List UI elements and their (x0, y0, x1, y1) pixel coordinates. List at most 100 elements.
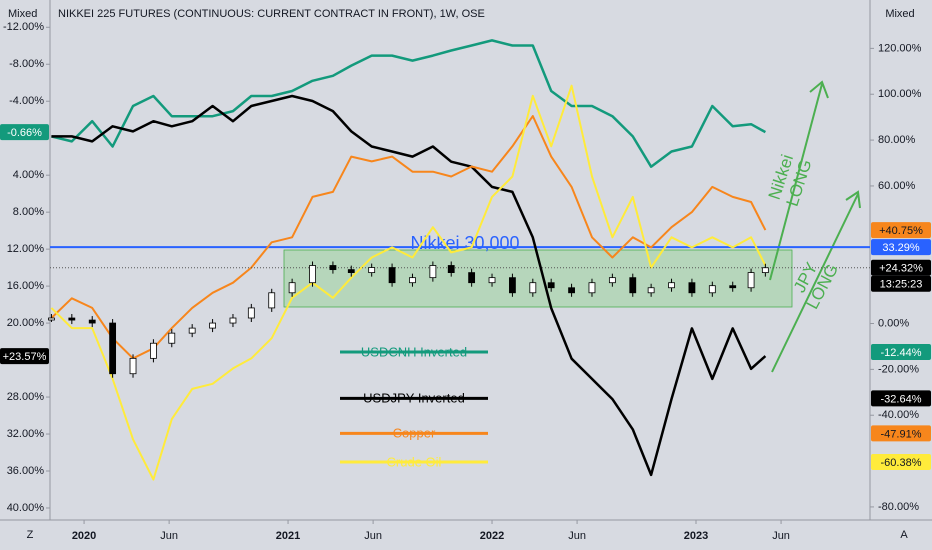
y2-tick-label: 0.00% (878, 317, 909, 329)
end-badge: +23.57% (3, 351, 47, 363)
candle-body (188, 327, 196, 334)
candle-body (529, 282, 537, 294)
candle-body (150, 342, 157, 359)
candle-body (647, 287, 655, 294)
end-badge: +40.75% (879, 225, 923, 237)
end-badge: +24.32% (879, 263, 923, 275)
legend-badge: -32.64% (881, 393, 922, 405)
candle-body (288, 282, 296, 294)
y-tick-label: 16.00% (7, 280, 45, 292)
arrow (771, 193, 859, 373)
end-badge-bg (0, 348, 49, 365)
series-line (51, 94, 767, 477)
x-tick-label: 2023 (684, 530, 708, 542)
candle-body (729, 285, 737, 289)
candle-body (368, 267, 376, 274)
y-tick-label: 40.00% (7, 502, 45, 514)
chart-title: NIKKEI 225 FUTURES (CONTINUOUS: CURRENT … (58, 8, 485, 20)
corner-right: A (900, 529, 908, 541)
candle-body (68, 317, 76, 321)
y-tick-label: 12.00% (7, 243, 45, 255)
y-tick-label: 4.00% (13, 169, 44, 181)
legend-badge: -60.38% (881, 457, 922, 469)
candle-body (168, 332, 176, 344)
candle-body (429, 265, 437, 279)
candle-body (229, 317, 237, 324)
y-tick-label: 28.00% (7, 391, 45, 403)
y2-tick-label: 120.00% (878, 42, 922, 54)
candle-body (668, 282, 675, 289)
candle-body (688, 282, 696, 294)
corner-left: Z (27, 529, 34, 541)
candle-body (88, 319, 96, 324)
candle-body (129, 357, 137, 375)
candle-body (447, 265, 455, 274)
y-tick-label: -4.00% (9, 95, 44, 107)
candle-body (588, 282, 596, 294)
y2-tick-label: -20.00% (878, 363, 919, 375)
candle-body (209, 322, 216, 329)
candle-body (48, 317, 55, 321)
candle-body (468, 272, 476, 284)
y-tick-label: 32.00% (7, 428, 45, 440)
candle-body (329, 265, 337, 271)
legend-entry: USDCNH Inverted (360, 344, 468, 360)
series-line (50, 84, 767, 481)
candle-body (409, 277, 416, 284)
y2-tick-label: 100.00% (878, 88, 922, 100)
countdown-badge-bg (871, 275, 931, 292)
series-line (51, 39, 767, 168)
x-tick-label: 2021 (276, 530, 300, 542)
y2-tick-label: -80.00% (878, 501, 919, 513)
candle-body (747, 272, 755, 289)
candle-body (388, 267, 396, 284)
y-tick-label: -8.00% (9, 58, 44, 70)
x-tick-label: Jun (160, 530, 178, 542)
candle-body (488, 277, 496, 284)
x-tick-label: Jun (772, 530, 790, 542)
level-text: Nikkei 30,000 (410, 233, 519, 253)
candle-body (708, 285, 716, 294)
legend-badge-bg (871, 390, 931, 407)
candle-body (509, 277, 516, 294)
candle-body (347, 269, 355, 274)
legend-badge: -12.44% (881, 347, 922, 359)
candle-body (247, 307, 255, 319)
candle-body (761, 267, 769, 274)
end-badge-bg (871, 222, 931, 239)
legend-entry: Crude Oil (386, 454, 442, 470)
y-tick-label: 36.00% (7, 465, 45, 477)
legend-badge-bg (871, 453, 931, 470)
candle-body (309, 265, 316, 284)
x-tick-label: 2022 (480, 530, 504, 542)
end-badge-bg (871, 259, 931, 276)
y2-tick-label: 80.00% (878, 134, 916, 146)
y-tick-label: 20.00% (7, 317, 45, 329)
x-tick-label: Jun (568, 530, 586, 542)
right-axis-mode: Mixed (885, 8, 914, 20)
countdown-badge: 13:25:23 (880, 279, 923, 291)
end-badge: -0.66% (7, 127, 42, 139)
series-line (50, 115, 767, 360)
level-badge: 33.29% (882, 242, 920, 254)
y-tick-label: 8.00% (13, 206, 44, 218)
arrow-head (809, 80, 829, 99)
y2-tick-label: -40.00% (878, 409, 919, 421)
legend-badge: -47.91% (881, 428, 922, 440)
legend-badge-bg (871, 344, 931, 361)
arrows (769, 80, 861, 373)
candle-body (268, 292, 276, 309)
legend-badge-bg (871, 425, 931, 442)
x-tick-label: Jun (364, 530, 382, 542)
left-axis-mode: Mixed (8, 8, 37, 20)
arrow-head (845, 190, 861, 209)
y-tick-label: -12.00% (3, 21, 44, 33)
x-tick-label: 2020 (72, 530, 96, 542)
candle-body (629, 277, 637, 294)
level-badge-bg (871, 239, 931, 256)
candle-body (547, 282, 555, 289)
candle-body (109, 322, 117, 375)
y2-tick-label: 60.00% (878, 180, 916, 192)
